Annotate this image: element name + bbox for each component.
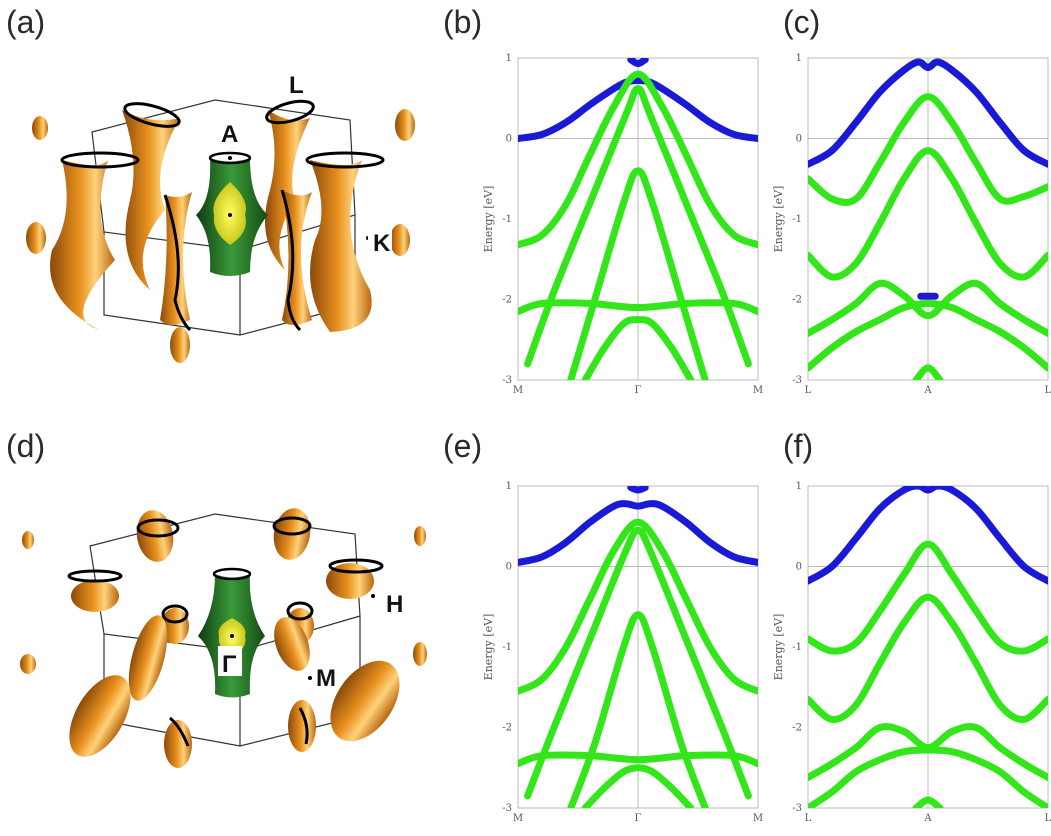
fermi-surface-top: L A K bbox=[26, 72, 415, 363]
band-series-1 bbox=[808, 58, 1048, 168]
hs-label-M: M bbox=[316, 665, 336, 692]
band-series-4 bbox=[524, 85, 752, 368]
fermi-surface-bottom: H Γ M bbox=[20, 508, 427, 768]
panel-label-c: (c) bbox=[783, 4, 821, 40]
band-series-5 bbox=[567, 167, 709, 380]
y-tick-label: 1 bbox=[796, 53, 802, 64]
band-series-1 bbox=[518, 500, 758, 566]
green-pocket-bottom bbox=[198, 567, 265, 698]
band-series-7 bbox=[581, 316, 695, 380]
y-axis-label: Energy [eV] bbox=[482, 614, 495, 681]
band-series-5 bbox=[567, 611, 709, 808]
y-tick-label: -2 bbox=[502, 723, 512, 734]
y-tick-label: 1 bbox=[796, 481, 802, 492]
band-series-6 bbox=[518, 299, 758, 316]
band-series-6 bbox=[518, 751, 758, 768]
band-series-4 bbox=[524, 526, 752, 800]
y-tick-label: 1 bbox=[506, 481, 512, 492]
panel-label-d: (d) bbox=[6, 428, 46, 464]
hs-label-H: H bbox=[386, 591, 403, 618]
band-series-4 bbox=[808, 279, 1048, 337]
x-tick-label: Γ bbox=[635, 385, 642, 396]
x-tick-label: A bbox=[923, 813, 932, 824]
panel-label-e: (e) bbox=[443, 428, 483, 464]
band-series-2 bbox=[627, 486, 649, 494]
y-axis-label: Energy [eV] bbox=[772, 186, 785, 253]
panel-label-a: (a) bbox=[6, 4, 46, 40]
band-series-3 bbox=[518, 518, 758, 695]
hs-label-Gamma: Γ bbox=[222, 651, 237, 678]
x-tick-label: M bbox=[513, 385, 523, 396]
y-axis-label: Energy [eV] bbox=[482, 186, 495, 253]
x-tick-label: M bbox=[513, 813, 523, 824]
x-tick-label: L bbox=[805, 813, 812, 824]
y-tick-label: 0 bbox=[506, 562, 512, 573]
panel-label-b: (b) bbox=[443, 4, 483, 40]
band-series-3 bbox=[808, 147, 1048, 281]
y-tick-label: -1 bbox=[792, 214, 802, 225]
orange-pocket bbox=[26, 109, 415, 363]
y-tick-label: 0 bbox=[506, 134, 512, 145]
y-tick-label: -3 bbox=[792, 803, 802, 814]
band-series-6 bbox=[912, 364, 944, 380]
hs-label-K: K bbox=[373, 230, 391, 257]
y-tick-label: -3 bbox=[792, 375, 802, 386]
y-tick-label: -1 bbox=[502, 642, 512, 653]
x-tick-label: Γ bbox=[635, 813, 642, 824]
band-series-3 bbox=[808, 593, 1048, 723]
y-tick-label: -3 bbox=[502, 803, 512, 814]
x-tick-label: L bbox=[805, 385, 812, 396]
y-tick-label: -3 bbox=[502, 375, 512, 386]
panel-label-f: (f) bbox=[783, 428, 814, 464]
y-tick-label: 0 bbox=[796, 562, 802, 573]
y-tick-label: -1 bbox=[792, 642, 802, 653]
y-axis-label: Energy [eV] bbox=[772, 614, 785, 681]
x-tick-label: M bbox=[753, 385, 763, 396]
x-tick-label: A bbox=[923, 385, 932, 396]
x-tick-label: L bbox=[1045, 385, 1051, 396]
band-series-5 bbox=[808, 746, 1048, 808]
y-tick-label: -2 bbox=[792, 295, 802, 306]
x-tick-label: L bbox=[1045, 813, 1051, 824]
band-series-5 bbox=[808, 300, 1048, 372]
y-tick-label: 0 bbox=[796, 134, 802, 145]
y-tick-label: -1 bbox=[502, 214, 512, 225]
y-tick-label: -2 bbox=[502, 295, 512, 306]
band-series-2 bbox=[808, 93, 1048, 206]
band-series-6 bbox=[912, 796, 944, 808]
y-tick-label: -2 bbox=[792, 723, 802, 734]
y-tick-label: 1 bbox=[506, 53, 512, 64]
band-series-2 bbox=[627, 58, 649, 68]
band-series-7 bbox=[581, 764, 695, 808]
x-tick-label: M bbox=[753, 813, 763, 824]
band-series-1 bbox=[808, 486, 1048, 585]
green-pocket bbox=[196, 151, 268, 276]
hs-label-A: A bbox=[221, 121, 238, 148]
hs-label-L: L bbox=[289, 72, 304, 99]
band-series-3 bbox=[518, 70, 758, 249]
band-series-1 bbox=[518, 77, 758, 142]
band-series-2 bbox=[808, 540, 1048, 655]
